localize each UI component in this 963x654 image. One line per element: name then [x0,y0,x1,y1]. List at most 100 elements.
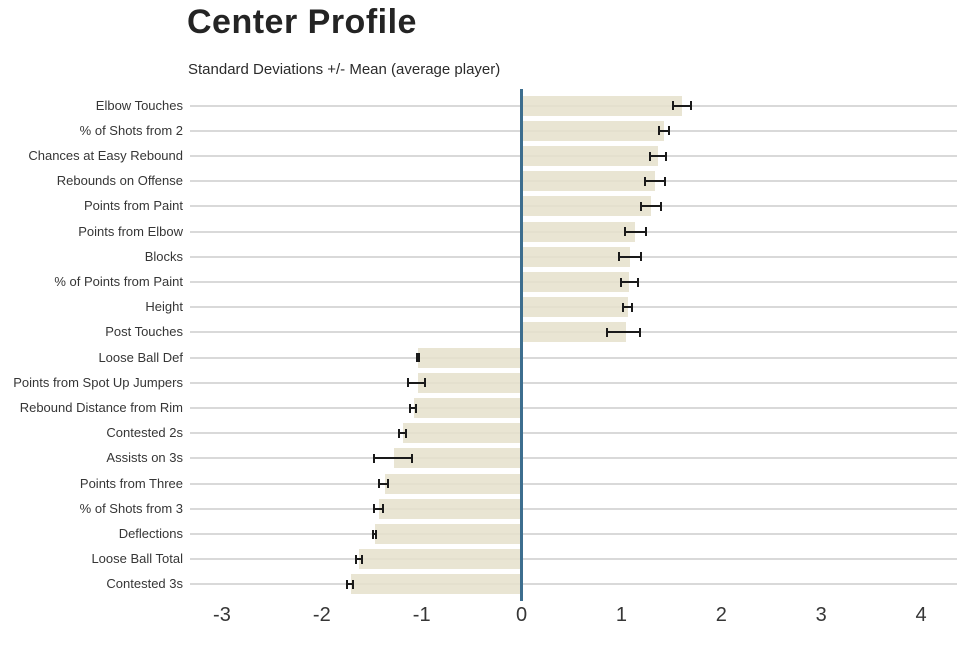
error-bar-cap [658,126,661,136]
bar-loose-ball-total[interactable] [358,549,522,570]
error-bar-cap [649,151,652,161]
bar-contested-2s[interactable] [402,423,522,444]
error-bar-cap [377,479,380,489]
bar-chances-at-easy-rebound[interactable] [521,146,659,166]
gridline [190,457,957,460]
bar-points-from-elbow[interactable] [521,221,636,242]
category-label: Height [145,299,183,315]
error-bar-cap [640,252,643,262]
error-bar-cap [637,277,640,287]
error-bar [649,151,668,161]
error-bar-cap [417,353,420,363]
error-bar-cap [690,101,693,111]
category-label: Deflections [118,526,183,541]
gridline [190,432,957,435]
category-label: Blocks [144,248,183,264]
error-bar [672,101,693,111]
gridline [190,558,957,561]
x-tick-label: -2 [312,604,331,626]
gridline [190,507,957,510]
category-label: % of Shots from 2 [79,122,183,138]
x-tick-label: 1 [615,604,627,626]
error-bar [624,227,648,237]
category-label: Assists on 3s [106,450,183,466]
error-bar [372,453,413,463]
bar-contested-3s[interactable] [350,574,522,595]
category-label: Points from Spot Up Jumpers [13,374,183,390]
category-label: Contested 3s [106,576,183,592]
error-bar [406,378,426,388]
error-bar-cap [354,554,357,564]
error-bar-cap [606,327,609,337]
category-label: Loose Ball Total [91,551,183,567]
error-bar-cap [372,504,375,514]
error-bar-cap [665,151,668,161]
error-bar [345,579,354,589]
bar-loose-ball-def[interactable] [417,347,522,368]
error-bar [354,554,363,564]
error-bar-cap [397,428,400,438]
bar-deflections[interactable] [374,524,522,544]
error-bar-cap [618,252,621,262]
chart-subtitle: Standard Deviations +/- Mean (average pl… [188,61,501,78]
error-bar-cap [371,529,374,539]
error-bar [622,302,634,312]
x-tick-label: 2 [715,604,727,626]
bar--of-shots-from-3[interactable] [378,498,522,519]
error-bar-cap [404,428,407,438]
bar-points-from-spot-up-jumpers[interactable] [417,372,522,393]
bar-elbow-touches[interactable] [521,95,683,116]
category-label: Chances at Easy Rebound [28,148,183,163]
gridline [190,482,957,485]
error-bar-cap [622,302,625,312]
bar-blocks[interactable] [521,246,631,267]
error-bar-cap [414,403,417,413]
error-bar [397,428,407,438]
error-bar-cap [360,554,363,564]
error-bar-cap [345,579,348,589]
bar--of-shots-from-2[interactable] [521,120,665,141]
bar-rebounds-on-offense[interactable] [521,171,656,192]
error-bar-cap [381,504,384,514]
bar-post-touches[interactable] [521,322,627,343]
error-bar-cap [668,126,671,136]
error-bar-cap [644,176,647,186]
gridline [190,407,957,409]
error-bar-cap [415,353,418,363]
error-bar-cap [631,302,634,312]
gridline [190,583,957,586]
category-label: Points from Paint [84,198,183,214]
category-label: Contested 2s [106,425,183,441]
error-bar-cap [351,579,354,589]
error-bar [377,479,389,489]
zero-axis-line [520,89,523,601]
error-bar-cap [410,453,413,463]
error-bar-cap [639,327,642,337]
bar-height[interactable] [521,297,629,318]
plot-area [190,93,957,597]
error-bar-cap [374,529,377,539]
bar-assists-on-3s[interactable] [393,448,522,469]
error-bar-cap [660,201,663,211]
error-bar [618,252,643,262]
bar-rebound-distance-from-rim[interactable] [413,398,522,418]
error-bar [640,201,663,211]
error-bar [371,529,377,539]
bar-points-from-three[interactable] [384,473,522,494]
category-label: % of Points from Paint [54,274,183,289]
category-label: Elbow Touches [95,97,183,113]
category-label: Loose Ball Def [98,349,183,365]
error-bar-cap [423,378,426,388]
error-bar-cap [406,378,409,388]
error-bar-cap [624,227,627,237]
bar-points-from-paint[interactable] [521,196,652,217]
error-bar [644,176,667,186]
x-tick-label: -1 [412,604,431,626]
chart-title: Center Profile [187,3,417,41]
bar--of-points-from-paint[interactable] [521,272,630,292]
category-label: Points from Three [79,475,183,491]
error-bar [606,327,642,337]
x-tick-label: -3 [213,604,231,626]
error-bar [372,504,384,514]
